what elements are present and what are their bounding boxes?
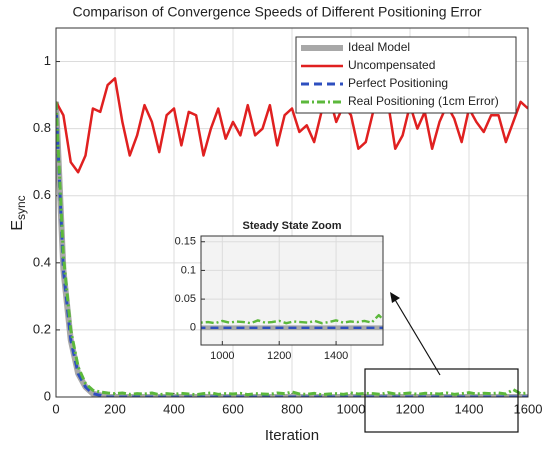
inset-axes: 1000 1200 1400 0 0.05 0.1 0.15 Steady State Zoo…	[175, 220, 384, 362]
legend-label: Perfect Positioning	[348, 76, 448, 90]
y-axis-label-text: Esync	[9, 195, 28, 230]
x-tick-label: 1200	[267, 350, 291, 362]
y-tick-label: 0.1	[181, 264, 196, 276]
x-tick-label: 1400	[455, 401, 484, 416]
inset-title: Steady State Zoom	[242, 220, 341, 232]
y-tick-label: 0.15	[175, 236, 196, 248]
x-axis-label: Iteration	[265, 427, 319, 444]
y-tick-label: 1	[44, 53, 51, 68]
x-tick-label: 1000	[337, 401, 366, 416]
y-axis-label: Esync	[9, 195, 28, 230]
x-tick-label: 200	[104, 401, 126, 416]
lines	[201, 313, 383, 331]
y-tick-label: 0.2	[33, 321, 51, 336]
x-tick-label: 1600	[514, 401, 543, 416]
y-label-main: E	[9, 220, 26, 231]
axes-frame	[55, 27, 529, 398]
axes-frame	[200, 235, 384, 346]
y-tick-label: 0	[44, 388, 51, 403]
y-tick-label: 0.05	[175, 293, 196, 305]
series-line	[201, 326, 383, 329]
chart-title: Comparison of Convergence Speeds of Diff…	[72, 4, 481, 20]
x-tick-label: 400	[163, 401, 185, 416]
y-tick-label: 0	[190, 322, 196, 334]
legend-label: Real Positioning (1cm Error)	[348, 94, 499, 108]
zoom-region	[364, 368, 519, 433]
arrow-head	[390, 292, 400, 303]
x-tick-label: 1200	[396, 401, 425, 416]
series-line	[201, 313, 383, 325]
x-tick-label: 1000	[210, 350, 234, 362]
y-tick-label: 0.6	[33, 187, 51, 202]
legend-label: Ideal Model	[348, 40, 410, 54]
legend-label: Uncompensated	[348, 58, 435, 72]
y-tick-label: 0.4	[33, 254, 51, 269]
x-tick-label: 1400	[324, 350, 348, 362]
zoom-arrow	[393, 297, 441, 376]
y-tick-label: 0.8	[33, 120, 51, 135]
y-label-sub: sync	[14, 195, 28, 220]
series-line	[56, 101, 528, 397]
x-tick-label: 0	[52, 401, 59, 416]
x-tick-label: 800	[281, 401, 303, 416]
x-tick-label: 600	[222, 401, 244, 416]
